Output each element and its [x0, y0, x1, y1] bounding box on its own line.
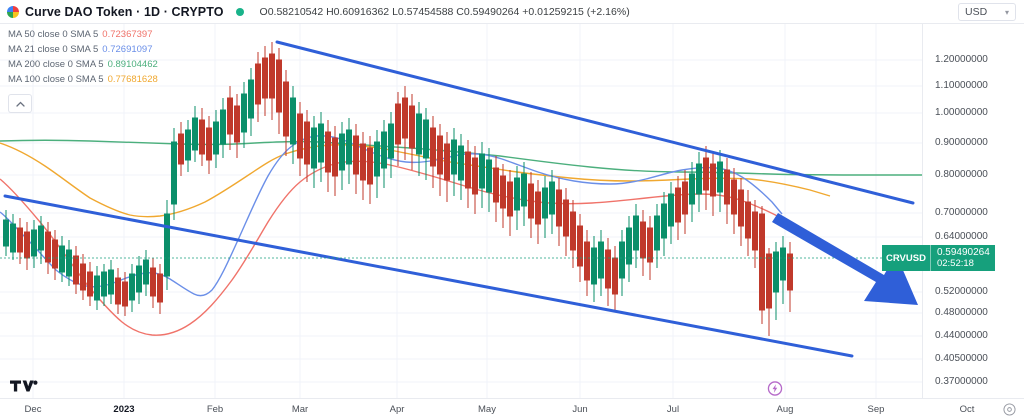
time-tick-may: May — [478, 404, 496, 415]
price-tag-values: 0.59490264 02:52:18 — [929, 245, 995, 271]
current-price-tag[interactable]: CRVUSD 0.59490264 02:52:18 — [882, 245, 995, 271]
time-tick-oct: Oct — [959, 404, 975, 415]
market-open-dot-icon — [235, 7, 244, 16]
lightning-bolt-icon[interactable] — [767, 381, 783, 396]
time-tick-sep: Sep — [867, 404, 885, 415]
price-tick: 0.64000000 — [935, 231, 988, 242]
gear-icon[interactable] — [1003, 403, 1016, 416]
legend-item-ma200[interactable]: MA 200 close 0 SMA 5 0.89104462 — [8, 57, 158, 72]
curve-dao-token-logo-icon — [7, 5, 19, 18]
chevron-down-icon: ▾ — [1004, 7, 1009, 17]
price-tag-price: 0.59490264 — [936, 247, 990, 258]
legend-value: 0.72691097 — [102, 44, 153, 55]
time-tick-feb: Feb — [206, 404, 224, 415]
time-tick-jun: Jun — [572, 404, 588, 415]
legend-value: 0.77681628 — [107, 74, 158, 85]
legend-label: MA 200 close 0 SMA 5 — [8, 59, 104, 70]
candlestick-series — [3, 42, 793, 336]
price-tick: 0.80000000 — [935, 169, 988, 180]
legend-item-ma21[interactable]: MA 21 close 0 SMA 5 0.72691097 — [8, 42, 158, 57]
price-tick: 1.10000000 — [935, 80, 988, 91]
price-tick: 0.37000000 — [935, 376, 988, 387]
channel-upper-trendline[interactable] — [275, 40, 915, 205]
price-tick: 1.20000000 — [935, 54, 988, 65]
time-tick-jul: Jul — [666, 404, 680, 415]
price-tag-symbol: CRVUSD — [882, 245, 930, 271]
symbol-title[interactable]: Curve DAO Token · 1D · CRYPTO — [25, 4, 224, 19]
time-axis[interactable]: Dec 2023 Feb Mar Apr May Jun Jul Aug Sep… — [0, 398, 1024, 419]
legend-item-ma100[interactable]: MA 100 close 0 SMA 5 0.77681628 — [8, 72, 158, 87]
price-tick: 0.90000000 — [935, 137, 988, 148]
chart-canvas — [0, 24, 922, 398]
legend-item-ma50[interactable]: MA 50 close 0 SMA 5 0.72367397 — [8, 27, 158, 42]
price-tick: 0.52000000 — [935, 286, 988, 297]
legend-label: MA 21 close 0 SMA 5 — [8, 44, 99, 55]
legend-collapse-button[interactable] — [8, 94, 32, 113]
tradingview-logo-icon[interactable] — [10, 379, 38, 393]
legend-value: 0.89104462 — [107, 59, 158, 70]
currency-selector[interactable]: USD ▾ — [958, 3, 1016, 21]
ohlc-readout: O0.58210542 H0.60916362 L0.57454588 C0.5… — [259, 5, 630, 18]
legend-label: MA 100 close 0 SMA 5 — [8, 74, 104, 85]
chevron-up-icon — [15, 101, 25, 107]
time-tick-dec: Dec — [24, 404, 42, 415]
indicator-legend: MA 50 close 0 SMA 5 0.72367397 MA 21 clos… — [8, 27, 158, 87]
price-tick: 0.44000000 — [935, 330, 988, 341]
vertical-gridlines — [32, 24, 877, 398]
descending-channel[interactable] — [3, 40, 915, 358]
chart-plot-area[interactable] — [0, 24, 922, 398]
time-tick-apr: Apr — [389, 404, 405, 415]
price-tag-countdown: 02:52:18 — [936, 258, 974, 269]
price-tick: 1.00000000 — [935, 107, 988, 118]
legend-value: 0.72367397 — [102, 29, 153, 40]
ma50-line — [0, 160, 801, 336]
time-tick-2023: 2023 — [113, 404, 135, 415]
currency-label: USD — [965, 6, 988, 18]
legend-label: MA 50 close 0 SMA 5 — [8, 29, 99, 40]
channel-lower-trendline[interactable] — [3, 194, 854, 358]
chart-header: Curve DAO Token · 1D · CRYPTO O0.5821054… — [0, 0, 1024, 24]
price-axis[interactable]: 1.20000000 1.10000000 1.00000000 0.90000… — [882, 24, 1024, 398]
bearish-arrow-annotation[interactable] — [772, 213, 918, 305]
time-tick-aug: Aug — [776, 404, 794, 415]
price-tick: 0.40500000 — [935, 353, 988, 364]
price-tick: 0.70000000 — [935, 207, 988, 218]
time-tick-mar: Mar — [291, 404, 309, 415]
price-tick: 0.48000000 — [935, 307, 988, 318]
